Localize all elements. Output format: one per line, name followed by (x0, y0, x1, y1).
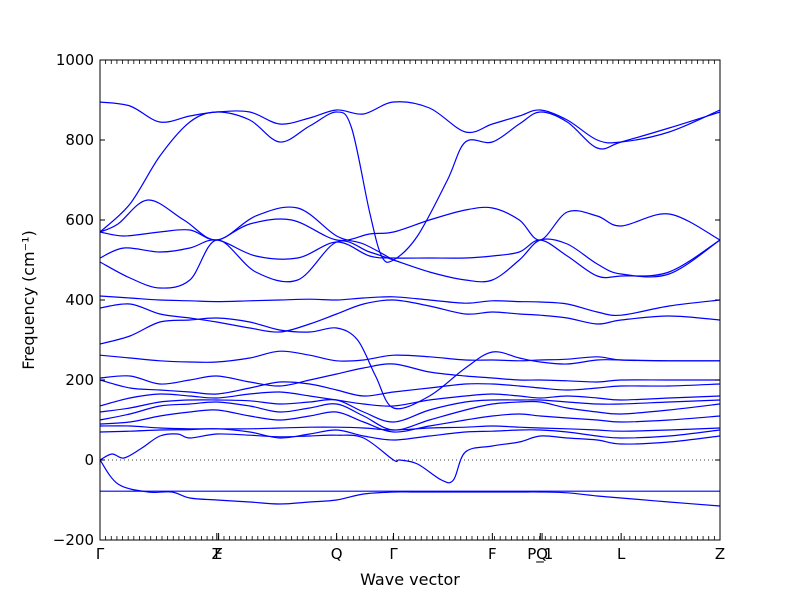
band-line-16 (100, 409, 720, 433)
y-tick-label: 0 (84, 451, 94, 469)
band-line-11 (100, 363, 720, 387)
band-line-6 (100, 238, 720, 289)
x-tick-label: F (488, 545, 497, 563)
band-line-20 (100, 459, 720, 507)
band-line-12 (100, 379, 720, 397)
x-axis-label: Wave vector (360, 570, 460, 589)
band-line-1 (100, 101, 720, 144)
band-line-13 (100, 391, 720, 407)
y-tick-label: −200 (53, 531, 94, 549)
band-line-9 (100, 317, 720, 410)
band-line-18 (100, 428, 720, 441)
y-tick-label: 600 (65, 211, 94, 229)
y-tick-label: 400 (65, 291, 94, 309)
band-line-7 (100, 295, 720, 317)
y-tick-label: 1000 (56, 51, 94, 69)
band-line-10 (100, 350, 720, 363)
band-line-2 (100, 111, 720, 263)
y-tick-label: 200 (65, 371, 94, 389)
band-line-19 (100, 433, 720, 484)
x-tick-label: L (617, 545, 626, 563)
x-tick-label: Z (212, 545, 222, 563)
plot-background (100, 60, 720, 540)
x-tick-label: Γ (96, 545, 105, 563)
y-axis-label: Frequency (cm⁻¹) (19, 230, 38, 369)
y-axis-ticks: −200 0 200 400 600 800 1000 (53, 51, 720, 549)
x-tick-label: F (214, 545, 223, 563)
x-tick-label: Γ (389, 545, 398, 563)
x-tick-label: P_1 (527, 545, 553, 564)
band-line-14 (100, 398, 720, 423)
x-axis-ticks: Γ ZF Q Γ F P_1Q L Z (96, 60, 725, 564)
band-line-5 (100, 239, 720, 279)
y-tick-label: 800 (65, 131, 94, 149)
band-line-4 (100, 206, 720, 242)
x-tick-label: Q (331, 545, 343, 563)
x-tick-label: Q (536, 545, 548, 563)
band-line-3 (100, 199, 394, 261)
x-tick-label: Z (715, 545, 725, 563)
phonon-bands (100, 101, 720, 507)
